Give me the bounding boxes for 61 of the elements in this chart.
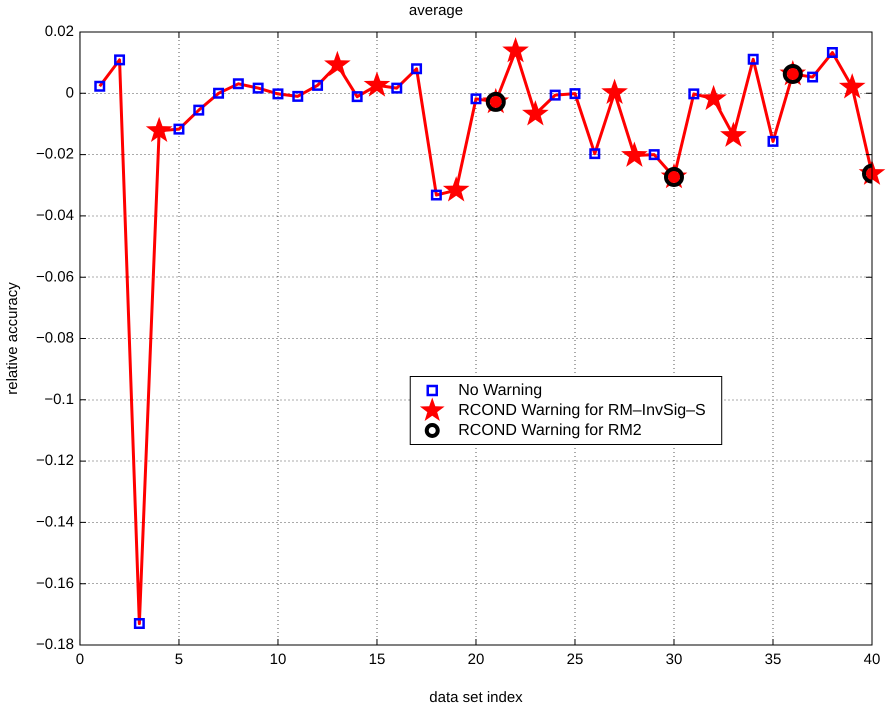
point [173, 124, 184, 135]
point [748, 54, 759, 65]
point [391, 82, 402, 94]
point [720, 122, 747, 147]
point [430, 190, 442, 201]
y-tick-label: −0.1 [44, 390, 74, 408]
y-tick-label: −0.18 [36, 636, 74, 654]
point [213, 88, 224, 99]
x-tick-label: 5 [174, 651, 184, 668]
point [621, 142, 648, 167]
point [502, 37, 529, 62]
point [411, 63, 422, 74]
point [252, 82, 264, 94]
x-tick-label: 30 [666, 651, 682, 668]
x-tick-label: 25 [566, 651, 584, 668]
point [442, 176, 470, 202]
point [648, 149, 660, 160]
x-tick-label: 15 [368, 651, 386, 668]
point [272, 88, 284, 100]
x-axis-title: data set index [429, 689, 524, 706]
y-axis-title: relative accuracy [4, 282, 22, 395]
point [324, 50, 351, 76]
point [292, 90, 304, 102]
x-tick-label: 10 [270, 651, 286, 668]
point [470, 93, 482, 104]
point [94, 80, 106, 92]
y-tick-label: −0.02 [36, 146, 74, 163]
point [688, 88, 700, 100]
point [601, 78, 628, 104]
point [768, 136, 778, 147]
point [838, 73, 866, 98]
legend-label: RCOND Warning for RM–InvSig–S [458, 402, 706, 419]
point [807, 72, 818, 83]
point [522, 100, 549, 126]
point [352, 91, 363, 102]
legend-label: RCOND Warning for RM2 [458, 422, 642, 439]
x-tick-label: 20 [468, 651, 484, 668]
point [589, 148, 600, 160]
point [364, 71, 390, 97]
point [312, 80, 324, 91]
y-tick-label: 0.02 [44, 23, 74, 40]
point [114, 54, 126, 66]
y-tick-label: −0.16 [36, 574, 74, 592]
point [550, 90, 561, 101]
point [193, 104, 204, 116]
x-tick-label: 35 [764, 651, 782, 668]
y-tick-label: −0.06 [36, 268, 74, 286]
x-tick-label: 40 [864, 651, 880, 668]
y-tick-label: 0 [66, 84, 74, 102]
point [569, 88, 580, 100]
legend-label: No Warning [458, 382, 542, 399]
point [146, 116, 172, 142]
point [826, 47, 838, 58]
y-tick-label: −0.12 [36, 452, 74, 470]
point [700, 84, 727, 110]
y-tick-label: −0.08 [36, 330, 74, 347]
point [134, 618, 145, 630]
y-tick-label: −0.04 [36, 207, 74, 224]
point [232, 78, 244, 90]
chart-title: average [408, 2, 464, 20]
y-tick-label: −0.14 [36, 514, 74, 531]
